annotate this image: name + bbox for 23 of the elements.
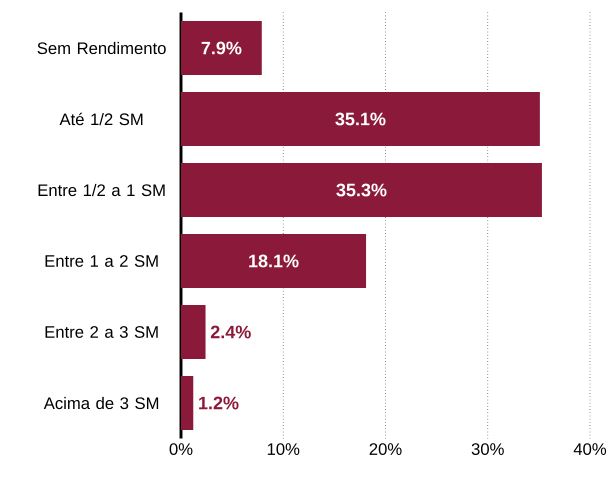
data-label: 35.3% — [336, 184, 387, 196]
bar — [181, 376, 194, 430]
bar — [181, 21, 262, 75]
y-tick-label: Entre 2 a 3 SM — [46, 326, 158, 338]
x-tick-label: 10% — [268, 443, 300, 455]
data-label: 7.9% — [202, 42, 242, 54]
x-tick-label: 20% — [370, 443, 402, 455]
bar — [181, 234, 366, 288]
data-label: 35.1% — [335, 112, 386, 126]
bar — [181, 92, 540, 146]
x-tick-label: 40% — [574, 443, 606, 455]
y-tick-label: Acima de 3 SM — [44, 396, 158, 410]
y-tick-label: Sem Rendimento — [38, 42, 166, 54]
y-tick-label: Entre 1/2 a 1 SM — [38, 184, 165, 196]
bar — [181, 163, 542, 217]
x-tick-label: 0% — [170, 443, 192, 455]
x-tick-label: 30% — [472, 443, 504, 455]
data-label: 1.2% — [199, 396, 239, 410]
y-tick-label: Entre 1 a 2 SM — [46, 255, 158, 267]
data-label: 2.4% — [210, 326, 251, 338]
bar — [181, 304, 206, 359]
y-tick-label: Até 1/2 SM — [60, 112, 142, 126]
data-label: 18.1% — [249, 254, 299, 268]
